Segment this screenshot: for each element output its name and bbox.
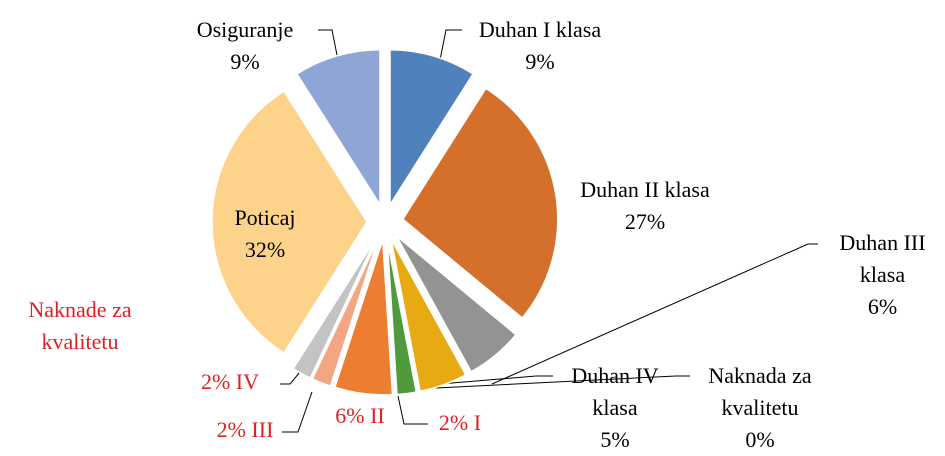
- slice-name: I: [473, 410, 482, 435]
- value-label: 6%: [335, 403, 365, 428]
- data-label: Duhan II klasa 27%: [545, 174, 745, 238]
- value-label: 2%: [200, 369, 231, 394]
- leader-line: [437, 29, 462, 71]
- data-label: 2% IV: [180, 366, 280, 398]
- leader-line: [491, 243, 818, 385]
- pie-slice: [395, 235, 517, 373]
- value-label: 27%: [624, 209, 666, 234]
- pie-slice: [401, 87, 559, 320]
- pie-slice: [389, 48, 475, 208]
- pie-slice: [390, 238, 467, 393]
- slice-name: II: [370, 403, 385, 428]
- pie-slice: [292, 237, 378, 380]
- data-label: 2% I: [420, 407, 500, 439]
- slice-name: Duhan II klasa: [580, 177, 710, 202]
- data-label: Poticaj 32%: [200, 202, 330, 266]
- value-label: 9%: [525, 49, 555, 74]
- data-label: Duhan III klasa 6%: [820, 227, 945, 323]
- data-label: Osiguranje 9%: [170, 14, 320, 78]
- pie-slice: [333, 239, 394, 396]
- leader-lines: [280, 29, 818, 433]
- pie-slice: [386, 239, 418, 396]
- slice-name: Poticaj: [234, 205, 296, 230]
- leader-line: [280, 371, 301, 385]
- leader-line: [282, 391, 313, 433]
- slice-name: Duhan IV klasa: [571, 363, 659, 420]
- data-label: 6% II: [320, 400, 400, 432]
- slice-name: Naknada za kvalitetu: [708, 363, 812, 420]
- data-label: Duhan I klasa 9%: [460, 14, 620, 78]
- pie-slice: [295, 48, 381, 208]
- slice-name: IV: [235, 369, 260, 394]
- slice-name: Osiguranje: [196, 17, 294, 42]
- slice-name: Duhan III klasa: [839, 230, 926, 287]
- leader-line: [397, 395, 428, 425]
- value-label: 6%: [867, 294, 898, 319]
- leader-line: [435, 375, 690, 389]
- page: Naknade za kvalitetu (() => { const data…: [28, 14, 945, 452]
- chart: [211, 29, 818, 433]
- value-label: 9%: [230, 49, 260, 74]
- leader-line: [439, 375, 553, 385]
- pie-slice: [311, 238, 380, 388]
- data-label: Naknada za kvalitetu 0%: [680, 360, 840, 456]
- pie-slice: [211, 90, 368, 354]
- slice-name: III: [251, 417, 274, 442]
- value-label: 2%: [438, 410, 469, 435]
- data-label: Duhan IV klasa 5%: [550, 360, 680, 456]
- value-label: 5%: [600, 427, 630, 452]
- annotation: Naknade za kvalitetu: [28, 297, 132, 354]
- value-label: 0%: [745, 427, 775, 452]
- value-label: 32%: [244, 237, 286, 262]
- data-label: 2% III: [200, 414, 290, 446]
- value-label: 2%: [216, 417, 246, 442]
- slice-name: Duhan I klasa: [478, 17, 602, 42]
